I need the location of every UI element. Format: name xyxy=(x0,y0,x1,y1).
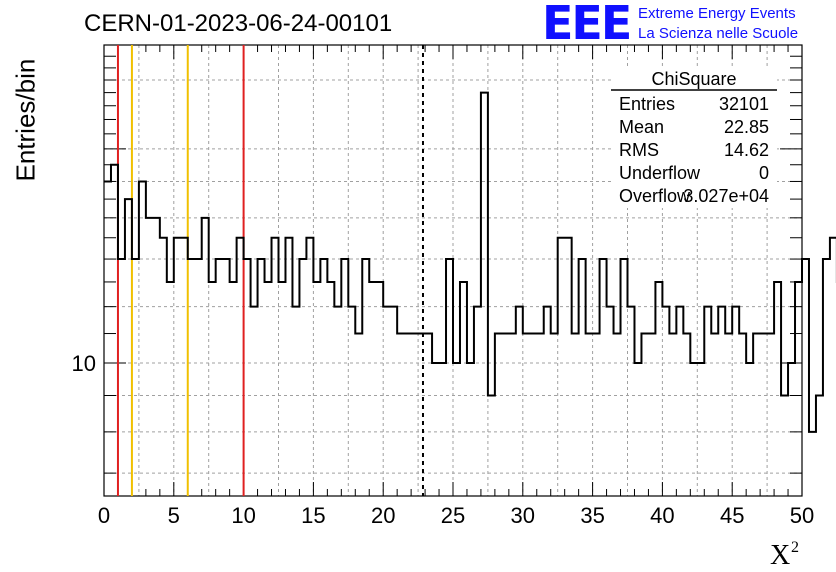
x-tick-label: 10 xyxy=(231,503,255,528)
stats-value: 3.027e+04 xyxy=(683,186,769,206)
x-tick-label: 5 xyxy=(168,503,180,528)
x-tick-label: 30 xyxy=(511,503,535,528)
x-tick-label: 15 xyxy=(301,503,325,528)
logo-line-2: La Scienza nelle Scuole xyxy=(638,25,799,42)
stats-value: 0 xyxy=(759,163,769,183)
stats-value: 22.85 xyxy=(724,117,769,137)
x-axis-label: X xyxy=(770,540,790,571)
stats-box xyxy=(611,68,777,208)
chart-title: CERN-01-2023-06-24-00101 xyxy=(84,10,393,37)
y-tick-label: 10 xyxy=(72,351,96,376)
stats-value: 14.62 xyxy=(724,140,769,160)
stats-value: 32101 xyxy=(719,94,769,114)
histogram-series xyxy=(104,91,836,433)
x-tick-label: 45 xyxy=(720,503,744,528)
stats-label: Underflow xyxy=(619,163,701,183)
x-tick-label: 35 xyxy=(580,503,604,528)
stats-label: Mean xyxy=(619,117,664,137)
stats-label: Entries xyxy=(619,94,675,114)
stats-label: RMS xyxy=(619,140,659,160)
stats-label: Overflow xyxy=(619,186,691,206)
x-tick-label: 25 xyxy=(441,503,465,528)
x-tick-label: 0 xyxy=(98,503,110,528)
logo-line-1: Extreme Energy Events xyxy=(638,5,796,22)
x-axis-label-sup: 2 xyxy=(791,539,799,556)
stats-name: ChiSquare xyxy=(651,69,736,89)
x-tick-label: 50 xyxy=(790,503,814,528)
eee-logo: EEE xyxy=(542,0,632,50)
x-tick-label: 40 xyxy=(650,503,674,528)
logo-caption: Extreme Energy Events La Scienza nelle S… xyxy=(638,4,798,44)
x-tick-label: 20 xyxy=(371,503,395,528)
